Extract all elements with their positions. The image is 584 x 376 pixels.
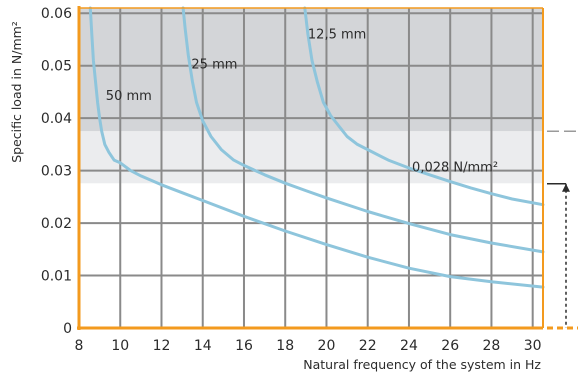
y-tick-label: 0.03 <box>41 164 72 180</box>
grid <box>79 8 543 328</box>
y-tick-label: 0.01 <box>41 269 72 285</box>
x-tick-label: 8 <box>75 338 84 354</box>
x-tick-label: 28 <box>483 338 501 354</box>
curve-12-5-mm <box>303 6 545 207</box>
y-tick-label: 0.04 <box>41 111 72 127</box>
minor-grid <box>79 183 543 316</box>
middle-band <box>79 131 543 184</box>
curve-50-mm <box>88 6 545 289</box>
x-tick-label: 14 <box>194 338 212 354</box>
x-tick-label: 24 <box>400 338 418 354</box>
x-tick-label: 20 <box>318 338 336 354</box>
plot-frame <box>77 6 544 330</box>
series-label: 12,5 mm <box>308 27 366 42</box>
y-tick-label: 0.02 <box>41 216 72 232</box>
bands <box>79 8 543 184</box>
tick-labels: 8 10 12 14 16 18 20 22 24 26 28 30 0 0.01 0.02 0.03 0.04… <box>41 6 542 354</box>
x-tick-label: 16 <box>235 338 253 354</box>
range-indicator-arrow <box>562 183 570 192</box>
series-label: 50 mm <box>106 89 152 104</box>
band-label: 0,028 N/mm² <box>412 161 498 176</box>
series-labels: 50 mm 25 mm 12,5 mm 0,028 N/mm² <box>106 27 498 175</box>
y-tick-label: 0.06 <box>41 6 72 22</box>
upper-band <box>79 8 543 132</box>
curves <box>88 6 545 289</box>
x-tick-label: 12 <box>153 338 171 354</box>
curve-25-mm <box>181 6 545 254</box>
y-tick-label: 0.05 <box>41 59 72 75</box>
indicators <box>547 130 578 330</box>
y-axis-title: Specific load in N/mm² <box>9 21 24 163</box>
x-tick-label: 30 <box>524 338 542 354</box>
x-tick-label: 10 <box>111 338 129 354</box>
x-axis-title: Natural frequency of the system in Hz <box>303 357 541 372</box>
series-label: 25 mm <box>191 57 237 72</box>
x-tick-label: 18 <box>276 338 294 354</box>
x-tick-label: 22 <box>359 338 377 354</box>
x-tick-label: 26 <box>441 338 459 354</box>
y-tick-label: 0 <box>63 321 72 337</box>
